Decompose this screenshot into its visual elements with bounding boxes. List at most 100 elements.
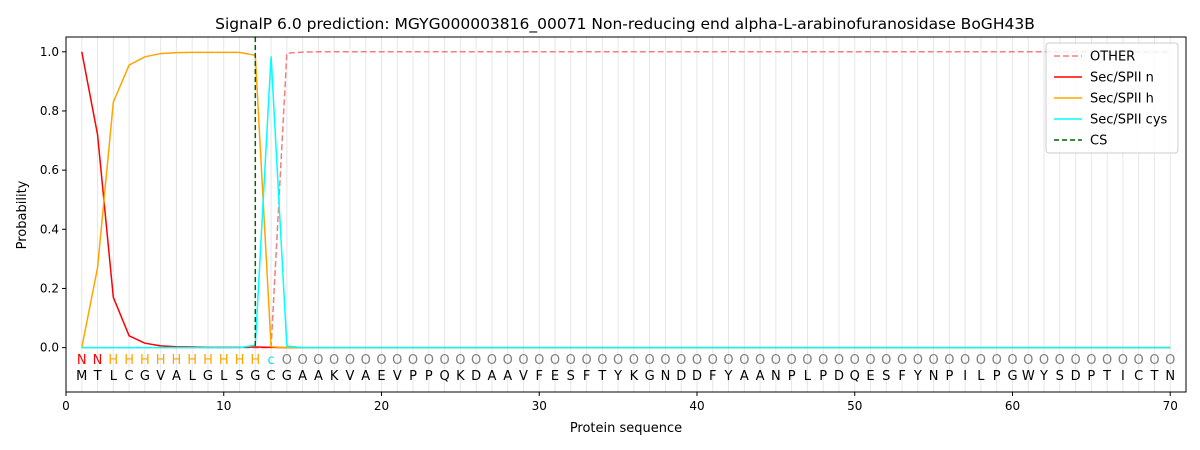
annotation-letter: O <box>944 353 954 368</box>
sequence-letter: G <box>140 369 150 384</box>
x-axis-label: Protein sequence <box>570 421 682 436</box>
annotation-letter: O <box>865 353 875 368</box>
sequence-letter: L <box>977 369 985 384</box>
sequence-letter: T <box>1102 369 1111 384</box>
sequence-letter: E <box>551 369 559 384</box>
sequence-letter: C <box>267 369 276 384</box>
sequence-letter: D <box>676 369 686 384</box>
sequence-letter: P <box>425 369 433 384</box>
annotation-letter: O <box>708 353 718 368</box>
sequence-letter: L <box>804 369 812 384</box>
legend-label: OTHER <box>1090 50 1135 65</box>
annotation-letter: c <box>267 353 274 368</box>
sequence-letter: D <box>834 369 844 384</box>
annotation-letter: O <box>566 353 576 368</box>
sequence-letter: D <box>692 369 702 384</box>
sequence-letter: T <box>1149 369 1158 384</box>
sequence-letter: K <box>630 369 639 384</box>
sequence-letter: Q <box>439 369 449 384</box>
sequence-letter: P <box>945 369 953 384</box>
annotation-letter: O <box>881 353 891 368</box>
sequence-letter: S <box>1056 369 1064 384</box>
annotation-letter: O <box>1086 353 1096 368</box>
x-tick-label: 10 <box>216 399 231 413</box>
annotation-letter: O <box>424 353 434 368</box>
series-line-1 <box>81 51 1171 349</box>
annotation-letter: O <box>787 353 797 368</box>
series-line-3 <box>81 56 1171 349</box>
annotation-letter: O <box>597 353 607 368</box>
y-tick-label: 0.4 <box>40 222 59 236</box>
annotation-letter: H <box>108 353 118 368</box>
sequence-letter: A <box>487 369 496 384</box>
x-tick-label: 20 <box>374 399 389 413</box>
y-axis-label: Probability <box>15 180 30 249</box>
annotation-letter: O <box>850 353 860 368</box>
x-tick-label: 30 <box>532 399 547 413</box>
y-tick-label: 0.2 <box>40 281 59 295</box>
sequence-letter: E <box>377 369 385 384</box>
sequence-letter: A <box>740 369 749 384</box>
sequence-letter: A <box>756 369 765 384</box>
annotation-letter: O <box>739 353 749 368</box>
annotation-letter: O <box>455 353 465 368</box>
sequence-letter: P <box>409 369 417 384</box>
legend-label: CS <box>1090 134 1107 149</box>
annotation-letter: H <box>156 353 166 368</box>
annotation-letter: O <box>487 353 497 368</box>
annotation-letter: N <box>77 353 87 368</box>
grid-lines <box>81 37 1171 392</box>
sequence-letter: F <box>709 369 716 384</box>
annotation-letter: O <box>818 353 828 368</box>
y-axis-ticks: 0.0 0.2 0.4 0.6 0.8 1.0 <box>40 45 66 355</box>
annotation-letter: O <box>1055 353 1065 368</box>
annotation-letter: O <box>1023 353 1033 368</box>
x-axis-ticks: 0 10 20 30 40 50 60 70 <box>62 392 1178 413</box>
sequence-letter: C <box>125 369 134 384</box>
sequence-letter: G <box>1007 369 1017 384</box>
sequence-letter: L <box>220 369 228 384</box>
sequence-letter: V <box>519 369 528 384</box>
sequence-letter: Y <box>613 369 622 384</box>
annotation-letter: O <box>992 353 1002 368</box>
annotation-letter: O <box>834 353 844 368</box>
x-tick-label: 60 <box>1005 399 1020 413</box>
annotation-letter: H <box>140 353 150 368</box>
sequence-letter: M <box>76 369 87 384</box>
annotation-letter: O <box>550 353 560 368</box>
annotation-letter: O <box>298 353 308 368</box>
sequence-letter: V <box>345 369 354 384</box>
annotation-letter: O <box>503 353 513 368</box>
sequence-letter: A <box>503 369 512 384</box>
sequence-letter: G <box>250 369 260 384</box>
sequence-letter: Y <box>1039 369 1048 384</box>
annotation-letter: H <box>124 353 134 368</box>
annotation-letter: O <box>913 353 923 368</box>
sequence-letter: L <box>110 369 118 384</box>
legend-label: Sec/SPII cys <box>1090 113 1168 128</box>
annotation-letter: O <box>755 353 765 368</box>
annotation-letter: H <box>219 353 229 368</box>
sequence-letter: L <box>189 369 197 384</box>
annotation-letter: O <box>802 353 812 368</box>
sequence-letter: T <box>597 369 606 384</box>
annotation-letter: O <box>1134 353 1144 368</box>
plot-area-frame <box>65 36 1187 393</box>
legend: OTHER Sec/SPII n Sec/SPII h Sec/SPII cys CS <box>1045 42 1179 154</box>
annotation-letter: O <box>408 353 418 368</box>
annotation-letter: O <box>518 353 528 368</box>
sequence-letter: A <box>314 369 323 384</box>
sequence-letter: F <box>583 369 590 384</box>
sequence-letter: Y <box>724 369 733 384</box>
annotation-letter: O <box>376 353 386 368</box>
sequence-letter: Y <box>913 369 922 384</box>
annotation-letter: O <box>313 353 323 368</box>
annotation-letter: O <box>1039 353 1049 368</box>
sequence-letter: N <box>771 369 781 384</box>
sequence-letter: T <box>93 369 102 384</box>
sequence-letter: D <box>471 369 481 384</box>
annotation-letter: O <box>581 353 591 368</box>
sequence-letter: S <box>235 369 243 384</box>
sequence-letter: P <box>819 369 827 384</box>
